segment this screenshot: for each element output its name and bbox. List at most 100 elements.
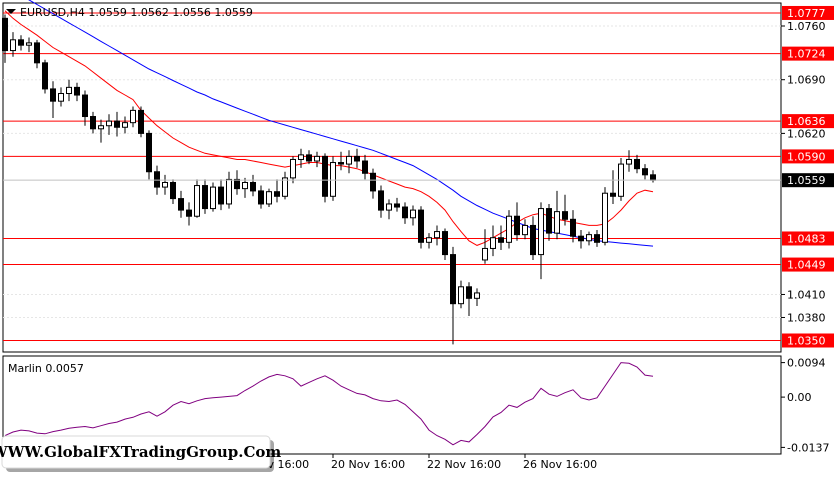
candle-body bbox=[170, 181, 176, 200]
candle-body bbox=[314, 155, 320, 162]
candle-body bbox=[538, 208, 544, 256]
candle-body bbox=[130, 109, 136, 124]
level-label-box bbox=[782, 333, 834, 348]
candles bbox=[2, 14, 656, 345]
candle-body bbox=[234, 178, 240, 190]
candle-body bbox=[146, 132, 152, 173]
candle-body bbox=[298, 154, 304, 160]
candle-body bbox=[218, 186, 224, 205]
price-tick-label: 1.0760 bbox=[787, 20, 826, 33]
candle-body bbox=[114, 120, 120, 128]
candle-body bbox=[586, 234, 592, 242]
candle-body bbox=[386, 203, 392, 211]
time-tick-label: 22 Nov 16:00 bbox=[427, 458, 501, 471]
level-label: 1.0777 bbox=[787, 7, 826, 20]
candle-body bbox=[394, 203, 400, 208]
candle-body bbox=[306, 154, 312, 162]
candle-body bbox=[202, 185, 208, 210]
candle-body bbox=[554, 211, 560, 234]
candle-body bbox=[26, 42, 32, 46]
candle-body bbox=[90, 116, 96, 130]
level-label: 1.0636 bbox=[787, 115, 826, 128]
level-label-box bbox=[782, 114, 834, 129]
candle-body bbox=[330, 162, 336, 197]
time-tick-label: 20 Nov 16:00 bbox=[331, 458, 405, 471]
candle-body bbox=[242, 181, 248, 190]
level-label-box bbox=[782, 231, 834, 246]
candle-body bbox=[194, 185, 200, 217]
level-label: 1.0449 bbox=[787, 259, 826, 272]
candle-body bbox=[50, 88, 56, 102]
level-labels: 1.0777 1.0724 1.0636 1.0590 1.0483 1.0449 1.03… bbox=[782, 5, 834, 348]
candle-body bbox=[490, 237, 496, 249]
candle-body bbox=[410, 209, 416, 219]
price-tick-label: 1.0410 bbox=[787, 288, 826, 301]
level-label-box bbox=[782, 257, 834, 272]
level-label: 1.0590 bbox=[787, 150, 826, 163]
moving-average-line bbox=[28, 0, 654, 247]
candle-body bbox=[58, 93, 64, 102]
current-price-marker: 1.0559 bbox=[3, 173, 834, 188]
price-pane[interactable] bbox=[2, 2, 782, 353]
candle-body bbox=[98, 125, 104, 130]
candle-body bbox=[226, 178, 232, 205]
level-label: 1.0483 bbox=[787, 232, 826, 245]
candle-body bbox=[442, 231, 448, 256]
candle-body bbox=[434, 231, 440, 239]
candle-body bbox=[602, 192, 608, 243]
candle-body bbox=[354, 155, 360, 162]
level-label-box bbox=[782, 149, 834, 164]
candle-body bbox=[426, 237, 432, 243]
moving-average-line bbox=[4, 10, 654, 246]
candle-body bbox=[466, 286, 472, 299]
candle-body bbox=[362, 160, 368, 174]
candle-body bbox=[2, 17, 8, 52]
candle-body bbox=[370, 172, 376, 192]
candle-body bbox=[266, 191, 272, 205]
candle-body bbox=[210, 186, 216, 210]
candle-body bbox=[642, 168, 648, 176]
candle-body bbox=[274, 191, 280, 197]
candle-body bbox=[346, 155, 352, 165]
candle-body bbox=[74, 86, 80, 96]
indicator-title: Marlin 0.0057 bbox=[8, 362, 84, 375]
time-tick-label: 26 Nov 16:00 bbox=[523, 458, 597, 471]
price-tick-label: 1.0620 bbox=[787, 127, 826, 140]
horizontal-levels bbox=[3, 12, 781, 341]
candle-body bbox=[562, 211, 568, 220]
candle-body bbox=[570, 218, 576, 237]
candle-body bbox=[506, 215, 512, 243]
level-label-box bbox=[782, 5, 834, 20]
candle-body bbox=[10, 39, 16, 52]
level-label: 1.0724 bbox=[787, 48, 826, 61]
marlin-line-layer bbox=[4, 362, 654, 446]
candle-body bbox=[82, 94, 88, 118]
candle-body bbox=[18, 39, 24, 46]
indicator-tick-label: -0.0137 bbox=[787, 441, 829, 454]
candle-body bbox=[282, 177, 288, 197]
candle-body bbox=[154, 171, 160, 188]
candle-body bbox=[458, 286, 464, 305]
watermark-box bbox=[1, 435, 271, 469]
candle-body bbox=[34, 42, 40, 64]
candle-body bbox=[482, 247, 488, 261]
candle-body bbox=[610, 192, 616, 197]
candle-body bbox=[378, 190, 384, 211]
time-axis: 18 Nov 16:00 20 Nov 16:00 22 Nov 16:00 26 N… bbox=[235, 454, 597, 471]
indicator-axis: 0.0094 0.00 -0.0137 bbox=[781, 357, 829, 454]
candle-body bbox=[650, 174, 656, 181]
marlin-line bbox=[4, 362, 654, 446]
indicator-tick-label: 0.0094 bbox=[787, 357, 826, 370]
candle-body bbox=[338, 162, 344, 165]
watermark-text: WWW.GlobalFXTradingGroup.Com bbox=[0, 443, 281, 461]
current-price-box bbox=[782, 173, 834, 188]
chart-menu-triangle-icon[interactable] bbox=[6, 9, 16, 14]
candle-body bbox=[498, 237, 504, 243]
candle-body bbox=[322, 155, 328, 197]
level-label: 1.0350 bbox=[787, 334, 826, 347]
candle-body bbox=[402, 206, 408, 219]
candle-body bbox=[594, 234, 600, 243]
candle-body bbox=[42, 62, 48, 90]
